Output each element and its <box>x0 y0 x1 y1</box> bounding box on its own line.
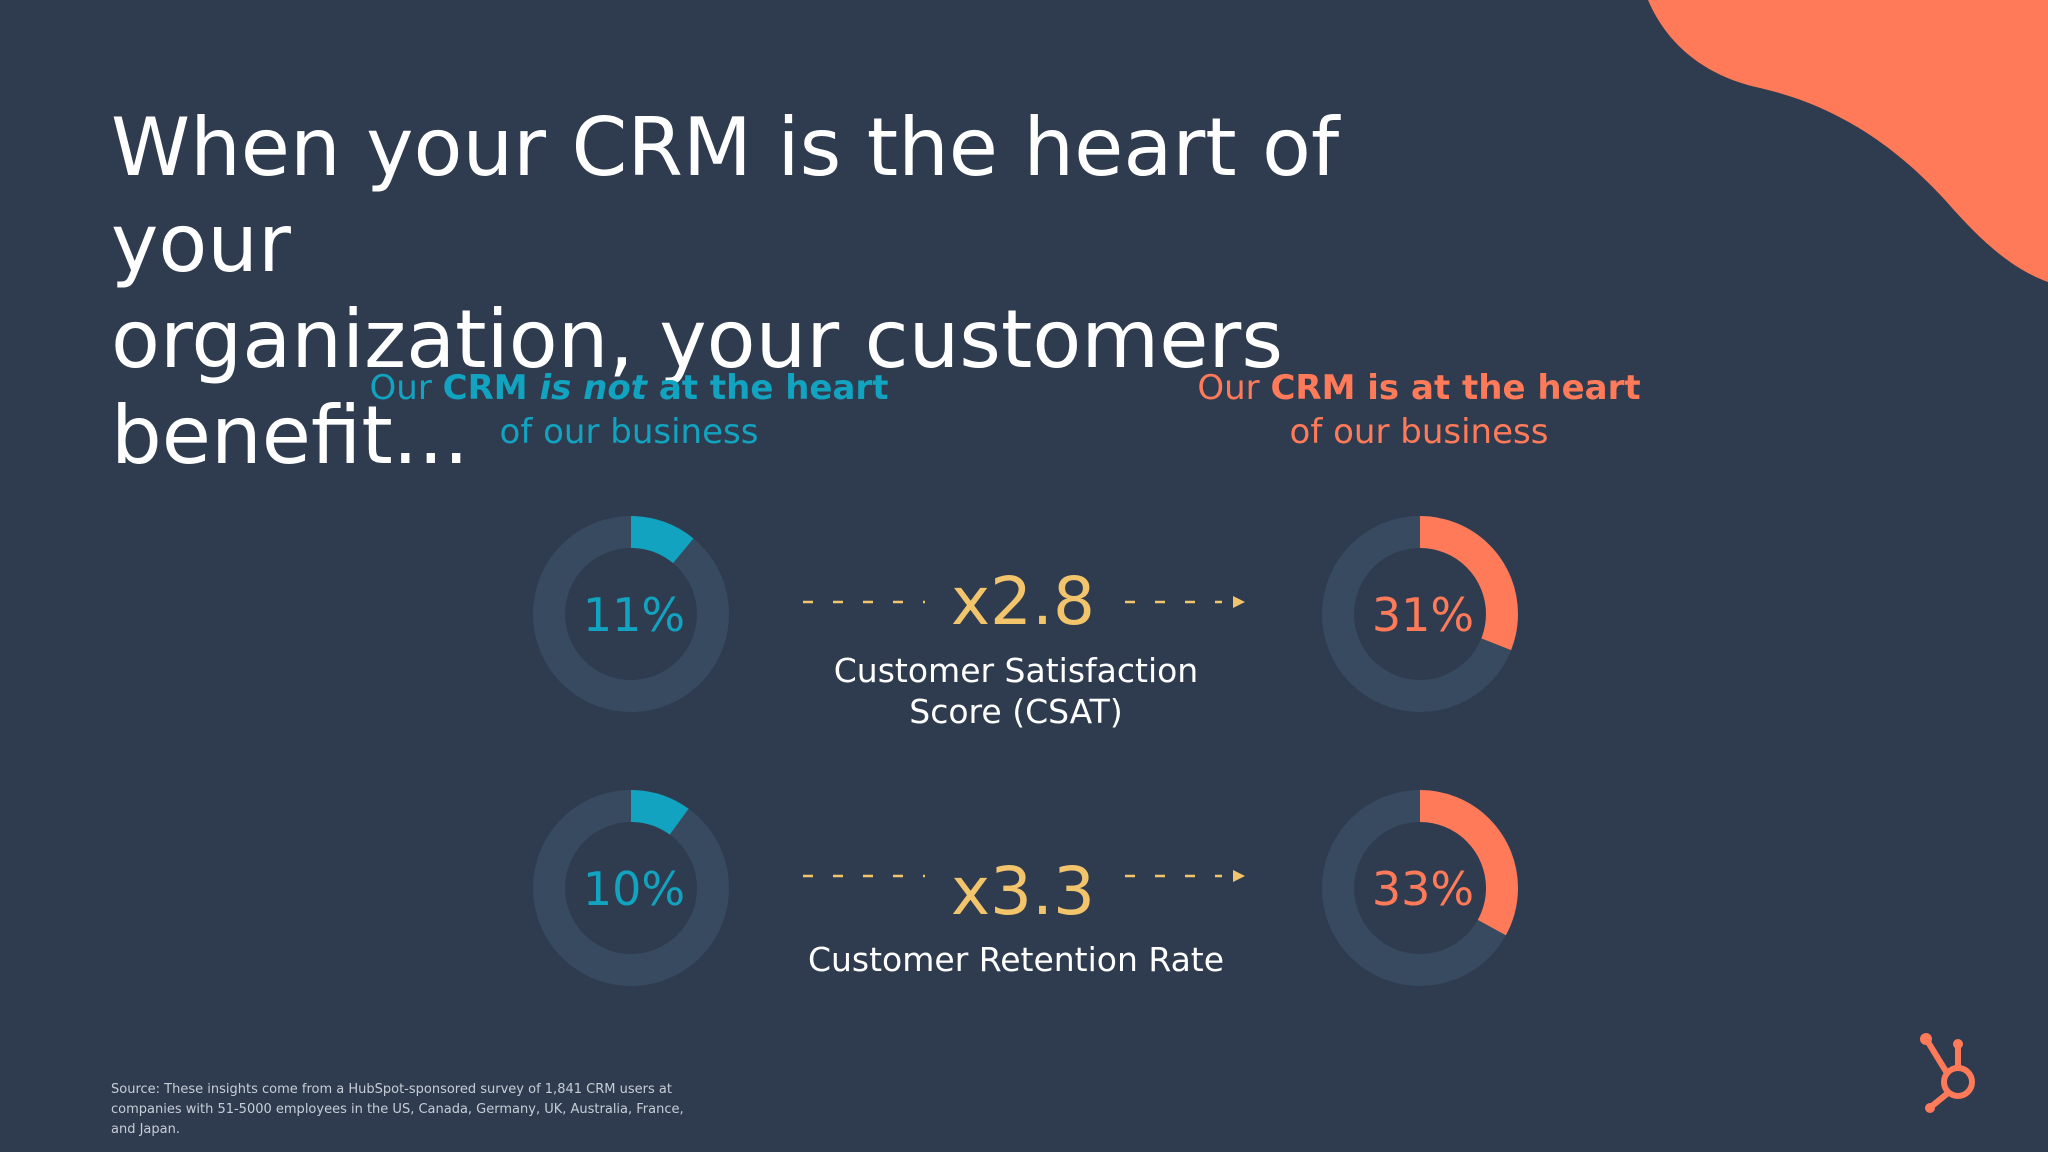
arrowhead-1 <box>1233 870 1245 882</box>
title-line-3: benefit... <box>111 389 469 482</box>
left-heading-line-2: of our business <box>499 412 759 452</box>
right-heading-strong: CRM is at the heart <box>1270 368 1641 408</box>
donut-value-label-left-0: 11% <box>583 588 685 642</box>
metric-label-retention-line-1: Customer Retention Rate <box>807 940 1225 979</box>
metric-label-csat-line-1: Customer Satisfaction <box>833 651 1199 690</box>
left-heading-pre: Our <box>369 368 443 408</box>
metric-label-retention: Customer Retention Rate <box>736 939 1296 980</box>
right-group-heading: Our CRM is at the heart of our business <box>1069 366 1769 454</box>
source-footnote: Source: These insights come from a HubSp… <box>111 1082 684 1137</box>
donut-segment-left-0 <box>533 516 729 712</box>
right-heading-line-2: of our business <box>1289 412 1549 452</box>
right-heading-pre: Our <box>1197 368 1271 408</box>
donut-segment-right-0 <box>1322 516 1518 712</box>
donut-value-label-left-1: 10% <box>583 862 685 916</box>
donut-segment-right-1 <box>1322 790 1518 986</box>
donut-value-label-right-0: 31% <box>1372 588 1474 642</box>
page-title: When your CRM is the heart of your organ… <box>111 100 1531 484</box>
right-heading-line-1: Our CRM is at the heart <box>1069 366 1769 410</box>
left-heading-crm: CRM <box>442 368 540 408</box>
title-line-1: When your CRM is the heart of your <box>111 101 1340 290</box>
donut-segment-left-1 <box>533 790 729 986</box>
hubspot-sprocket-icon <box>1920 1033 1975 1113</box>
arrowhead-0 <box>1233 596 1245 608</box>
left-group-heading: Our CRM is not at the heart of our busin… <box>279 366 979 454</box>
donut-value-label-right-1: 33% <box>1372 862 1474 916</box>
multiplier-retention: x3.3 <box>950 853 1096 930</box>
metric-label-csat-line-2: Score (CSAT) <box>909 692 1123 731</box>
multiplier-csat: x2.8 <box>950 563 1096 640</box>
left-heading-line-1: Our CRM is not at the heart <box>279 366 979 410</box>
metric-label-csat: Customer Satisfaction Score (CSAT) <box>736 650 1296 732</box>
left-heading-is-not: is not <box>539 368 647 408</box>
title-line-2: organization, your customers <box>111 293 1283 386</box>
left-heading-at-the-heart: at the heart <box>647 368 889 408</box>
